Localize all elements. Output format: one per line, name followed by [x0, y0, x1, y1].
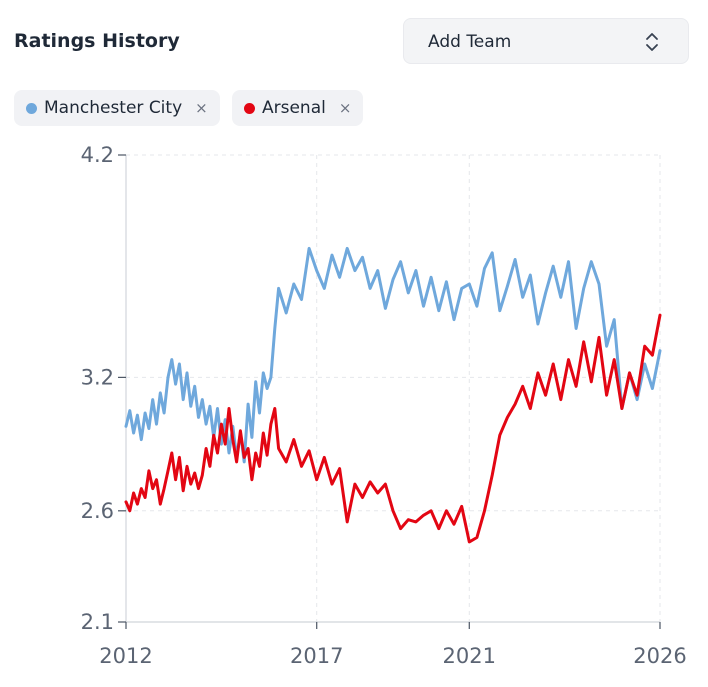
- legend-dot-arsenal: [244, 102, 255, 114]
- legend-dot-manchester-city: [26, 102, 37, 114]
- chart-title: Ratings History: [14, 30, 180, 52]
- y-tick-label: 4.2: [81, 143, 114, 167]
- series-line-manchester-city: [124, 246, 662, 464]
- remove-team-icon[interactable]: ×: [338, 98, 352, 117]
- y-tick-label: 3.2: [81, 365, 114, 389]
- team-chip-manchester-city: Manchester City ×: [14, 90, 220, 126]
- team-chip-label: Arsenal: [262, 98, 326, 118]
- remove-team-icon[interactable]: ×: [195, 98, 208, 117]
- x-tick-label: 2021: [443, 644, 496, 668]
- x-tick-label: 2017: [290, 644, 343, 668]
- y-tick-label: 2.1: [81, 610, 114, 634]
- add-team-select[interactable]: Add Team: [403, 18, 689, 64]
- team-chip-arsenal: Arsenal ×: [232, 90, 364, 126]
- team-chip-label: Manchester City: [44, 98, 183, 118]
- chevron-up-down-icon: [644, 31, 660, 57]
- add-team-label: Add Team: [428, 32, 512, 52]
- x-tick-label: 2012: [99, 644, 152, 668]
- series-line-arsenal: [124, 313, 662, 544]
- x-tick-label: 2026: [633, 644, 686, 668]
- y-tick-label: 2.6: [81, 499, 114, 523]
